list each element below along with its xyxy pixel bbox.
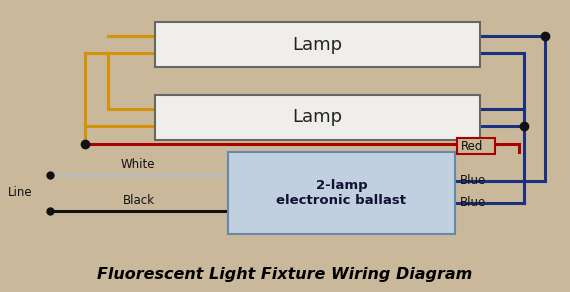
Text: Blue: Blue (460, 175, 486, 187)
Bar (155, 95, 480, 140)
Text: Red: Red (461, 140, 483, 152)
Text: Lamp: Lamp (292, 36, 343, 53)
Text: Black: Black (123, 194, 155, 207)
Text: Fluorescent Light Fixture Wiring Diagram: Fluorescent Light Fixture Wiring Diagram (97, 267, 473, 281)
Bar (228, 152, 455, 234)
Text: Blue: Blue (460, 197, 486, 209)
Text: White: White (120, 158, 155, 171)
Bar (457, 138, 495, 154)
Text: Lamp: Lamp (292, 109, 343, 126)
Text: 2-lamp
electronic ballast: 2-lamp electronic ballast (276, 179, 406, 207)
Bar (155, 22, 480, 67)
Text: Line: Line (8, 187, 32, 199)
